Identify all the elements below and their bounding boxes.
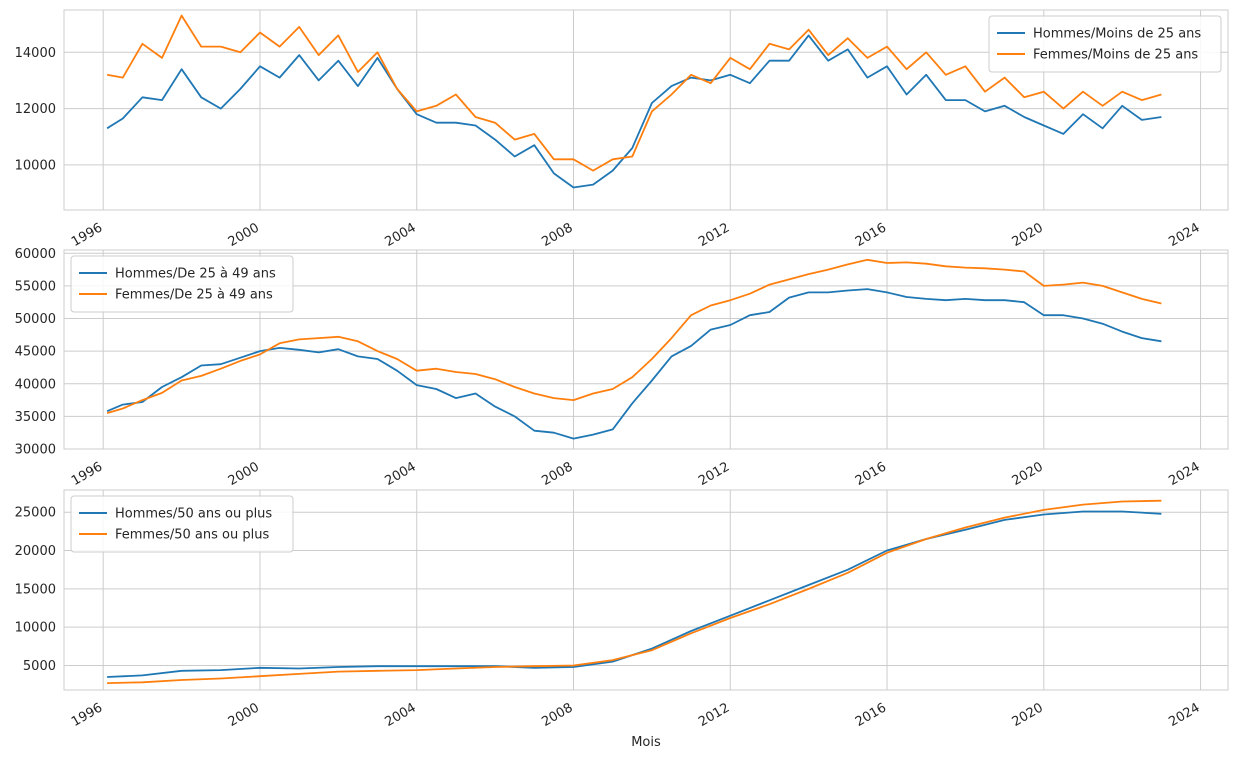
- series-line-femmes: [106, 14, 1162, 172]
- legend-label: Femmes/Moins de 25 ans: [1033, 48, 1198, 63]
- x-tick-label: 2020: [1010, 459, 1046, 489]
- legend: Hommes/Moins de 25 ans Femmes/Moins de 25…: [988, 15, 1222, 73]
- x-tick-label: 2000: [226, 220, 262, 250]
- legend-label: Femmes/De 25 à 49 ans: [115, 288, 273, 303]
- y-tick-label: 5000: [23, 659, 56, 674]
- x-tick-label: 2000: [226, 459, 262, 489]
- x-tick-label: 2016: [853, 700, 889, 730]
- axes-frame: [63, 9, 1229, 211]
- legend-label: Hommes/50 ans ou plus: [115, 507, 272, 522]
- x-tick-label: 2012: [696, 459, 732, 489]
- panel-moins-de-25-ans: 10000 12000 14000 1996 2000 2004 2008 2012 2016 2…: [15, 9, 1229, 250]
- x-tick-label: 1996: [69, 220, 105, 250]
- x-tick-label: 2024: [1166, 700, 1202, 730]
- legend-box: [988, 15, 1222, 73]
- legend-box: [70, 495, 294, 553]
- legend-label: Hommes/Moins de 25 ans: [1033, 27, 1201, 42]
- y-tick-label: 20000: [15, 544, 56, 559]
- x-tick-label: 2008: [539, 700, 575, 730]
- x-axis-label: Mois: [631, 735, 661, 750]
- x-tick-label: 2004: [383, 459, 419, 489]
- x-tick-label: 2008: [539, 220, 575, 250]
- x-tick-label: 1996: [69, 459, 105, 489]
- legend: Hommes/50 ans ou plus Femmes/50 ans ou pl…: [70, 495, 294, 553]
- x-tick-label: 2000: [226, 700, 262, 730]
- y-tick-label: 10000: [15, 621, 56, 636]
- y-tick-label: 14000: [15, 46, 56, 61]
- axes-frame: [63, 249, 1229, 450]
- x-tick-label: 2024: [1166, 459, 1202, 489]
- legend-label: Hommes/De 25 à 49 ans: [115, 267, 276, 282]
- legend-box: [70, 255, 294, 313]
- panel-25-a-49-ans: 30000 35000 40000 45000 50000 55000 60000 1996 2…: [15, 247, 1229, 489]
- legend: Hommes/De 25 à 49 ans Femmes/De 25 à 49 a…: [70, 255, 294, 313]
- x-tick-label: 2016: [853, 220, 889, 250]
- x-tick-label: 2016: [853, 459, 889, 489]
- x-tick-label: 2004: [383, 220, 419, 250]
- y-tick-label: 30000: [15, 443, 56, 458]
- x-tick-label: 2012: [696, 700, 732, 730]
- y-tick-label: 25000: [15, 506, 56, 521]
- x-tick-label: 2008: [539, 459, 575, 489]
- y-tick-label: 10000: [15, 158, 56, 173]
- series-line-femmes: [107, 499, 1162, 684]
- x-tick-label: 1996: [69, 700, 105, 730]
- y-tick-label: 15000: [15, 582, 56, 597]
- series-line-hommes: [106, 34, 1162, 189]
- x-tick-label: 2020: [1010, 220, 1046, 250]
- x-tick-label: 2024: [1166, 220, 1202, 250]
- y-tick-label: 12000: [15, 102, 56, 117]
- y-tick-label: 50000: [15, 312, 56, 327]
- series-line-femmes: [106, 258, 1162, 414]
- x-tick-label: 2004: [383, 700, 419, 730]
- legend-label: Femmes/50 ans ou plus: [115, 528, 269, 543]
- y-tick-label: 45000: [15, 345, 56, 360]
- y-tick-label: 55000: [15, 279, 56, 294]
- y-tick-label: 40000: [15, 377, 56, 392]
- series-line-hommes: [106, 288, 1162, 440]
- panel-50-ans-ou-plus: 5000 10000 15000 20000 25000 1996 2000 2004 2008…: [15, 489, 1229, 730]
- y-tick-label: 35000: [15, 410, 56, 425]
- y-tick-label: 60000: [15, 247, 56, 262]
- axes-frame: [63, 489, 1229, 691]
- x-tick-label: 2012: [696, 220, 732, 250]
- x-tick-label: 2020: [1010, 700, 1046, 730]
